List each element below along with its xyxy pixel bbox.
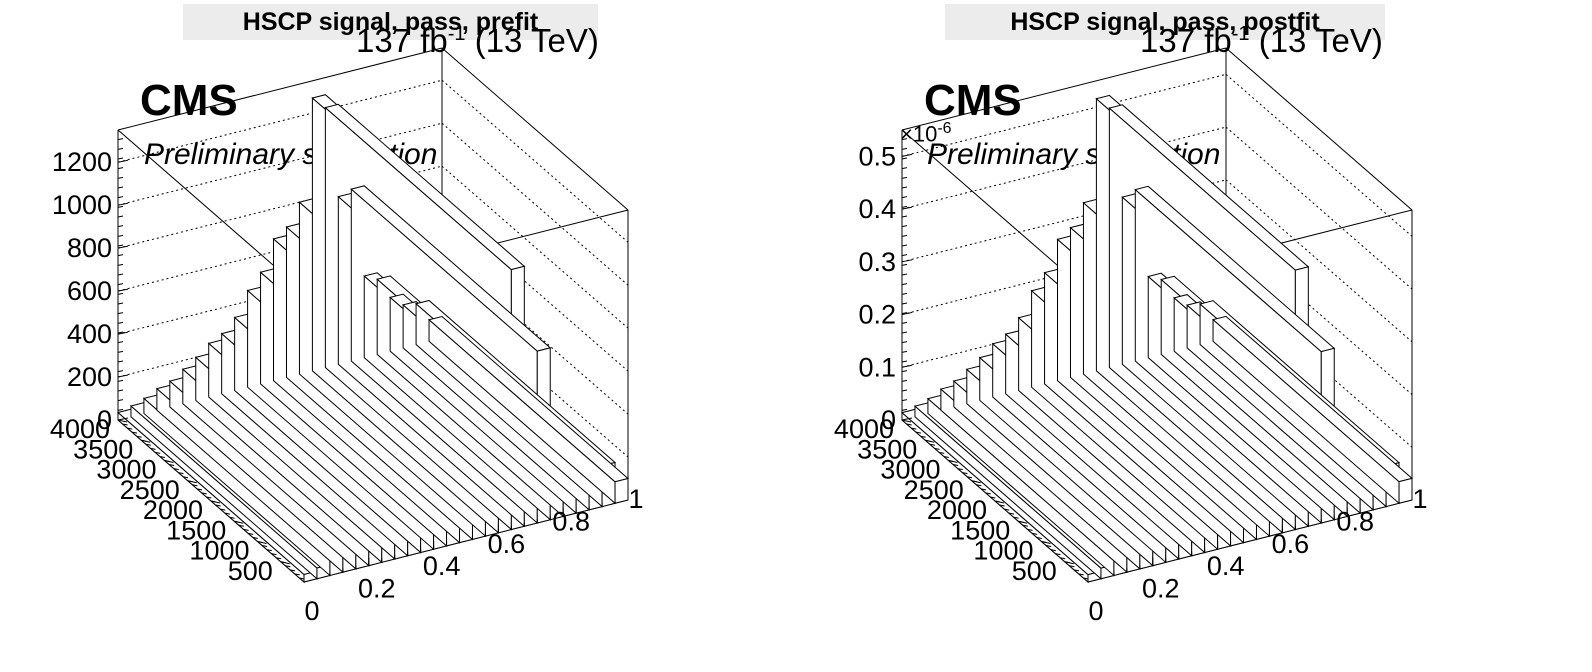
lego-plot-0: 00.20.40.60.8150010001500200025003000350… bbox=[50, 47, 644, 626]
energy-label-left: (13 TeV) bbox=[474, 22, 599, 59]
x-tick-label-1-1: 0.2 bbox=[1142, 574, 1180, 604]
z-grid-back-1 bbox=[117, 294, 443, 378]
x-tick-label-0-5: 1 bbox=[628, 484, 643, 514]
z-tick-label-0-2: 400 bbox=[67, 319, 112, 349]
z-tick-label-1-5: 0.5 bbox=[858, 141, 896, 171]
lego-plot-1: 00.20.40.60.8150010001500200025003000350… bbox=[834, 47, 1428, 626]
y-tick-label-0-7: 4000 bbox=[50, 414, 110, 444]
y-tick-label-1-1: 1000 bbox=[973, 536, 1033, 566]
y-tick-label-1-0: 500 bbox=[1012, 556, 1057, 586]
y-tick-label-0-1: 1000 bbox=[189, 536, 249, 566]
y-tick-label-1-3: 2000 bbox=[927, 495, 987, 525]
lumi-unit-exponent-right: -1 bbox=[1231, 23, 1250, 45]
z-grid-side-5 bbox=[1225, 73, 1413, 237]
x-tick-label-0-3: 0.6 bbox=[488, 529, 526, 559]
x-tick-label-0-1: 0.2 bbox=[358, 574, 396, 604]
z-grid-side-5 bbox=[441, 122, 629, 286]
z-tick-label-1-0: 0 bbox=[881, 405, 896, 435]
z-grid-back-5 bbox=[901, 73, 1227, 157]
energy-label-right: (13 TeV) bbox=[1258, 22, 1383, 59]
y-tick-label-1-7: 4000 bbox=[834, 414, 894, 444]
z-grid-back-5 bbox=[117, 122, 443, 206]
lumi-unit-exponent-left: -1 bbox=[447, 23, 466, 45]
y-tick-label-1-4: 2500 bbox=[904, 475, 964, 505]
z-tick-label-0-5: 1000 bbox=[52, 190, 112, 220]
z-tick-label-1-3: 0.3 bbox=[858, 247, 896, 277]
z-tick-label-1-4: 0.4 bbox=[858, 194, 896, 224]
z-grid-side-4 bbox=[441, 165, 629, 329]
y-tick-label-0-4: 2500 bbox=[120, 475, 180, 505]
z-tick-label-0-6: 1200 bbox=[52, 147, 112, 177]
y-tick-label-1-2: 1500 bbox=[950, 515, 1010, 545]
lumi-label-right: 137 fb-1 (13 TeV) bbox=[1140, 22, 1383, 60]
z-tick-label-1-2: 0.2 bbox=[858, 300, 896, 330]
z-tick-label-0-1: 200 bbox=[67, 362, 112, 392]
x-tick-label-1-5: 1 bbox=[1412, 484, 1427, 514]
z-grid-back-4 bbox=[117, 165, 443, 249]
x-tick-label-1-4: 0.8 bbox=[1336, 506, 1374, 536]
lumi-value-right: 137 fb bbox=[1140, 22, 1232, 59]
bar-front-1-24 bbox=[1398, 477, 1413, 504]
z-grid-back-2 bbox=[901, 232, 1227, 316]
z-grid-side-6 bbox=[441, 79, 629, 243]
y-tick-label-1-6: 3500 bbox=[857, 434, 917, 464]
z-grid-back-3 bbox=[901, 179, 1227, 263]
z-grid-back-6 bbox=[117, 79, 443, 163]
y-tick-label-0-6: 3500 bbox=[73, 434, 133, 464]
z-tick-label-1-1: 0.1 bbox=[858, 352, 896, 382]
x-tick-label-1-2: 0.4 bbox=[1207, 551, 1245, 581]
x-tick-label-0-4: 0.8 bbox=[552, 506, 590, 536]
y-tick-label-0-5: 3000 bbox=[96, 455, 156, 485]
z-grid-back-1 bbox=[901, 284, 1227, 368]
y-tick-label-0-0: 500 bbox=[228, 556, 273, 586]
y-tick-label-0-3: 2000 bbox=[143, 495, 203, 525]
x-tick-label-0-0: 0 bbox=[304, 596, 319, 626]
y-tick-label-1-5: 3000 bbox=[880, 455, 940, 485]
x-tick-label-1-0: 0 bbox=[1088, 596, 1103, 626]
x-tick-label-1-3: 0.6 bbox=[1272, 529, 1310, 559]
y-tick-label-0-2: 1500 bbox=[166, 515, 226, 545]
x-tick-label-0-2: 0.4 bbox=[423, 551, 461, 581]
chart-title-right: HSCP signal, pass, postfit bbox=[945, 4, 1385, 40]
z-tick-label-0-4: 800 bbox=[67, 233, 112, 263]
z-grid-back-2 bbox=[117, 251, 443, 335]
z-grid-back-4 bbox=[901, 126, 1227, 210]
lumi-value-left: 137 fb bbox=[356, 22, 448, 59]
bar-front-0-24 bbox=[614, 477, 629, 504]
cms-label-left: CMS bbox=[140, 76, 238, 125]
z-grid-side-3 bbox=[1225, 179, 1413, 343]
z-tick-label-0-3: 600 bbox=[67, 276, 112, 306]
z-axis-exponent-value-right: -6 bbox=[937, 120, 952, 137]
cms-label-right: CMS bbox=[924, 76, 1022, 125]
z-tick-label-0-0: 0 bbox=[97, 405, 112, 435]
z-grid-side-4 bbox=[1225, 126, 1413, 290]
z-grid-back-3 bbox=[117, 208, 443, 292]
lumi-label-left: 137 fb-1 (13 TeV) bbox=[356, 22, 599, 60]
chart-title-left: HSCP signal, pass, prefit bbox=[183, 4, 598, 40]
